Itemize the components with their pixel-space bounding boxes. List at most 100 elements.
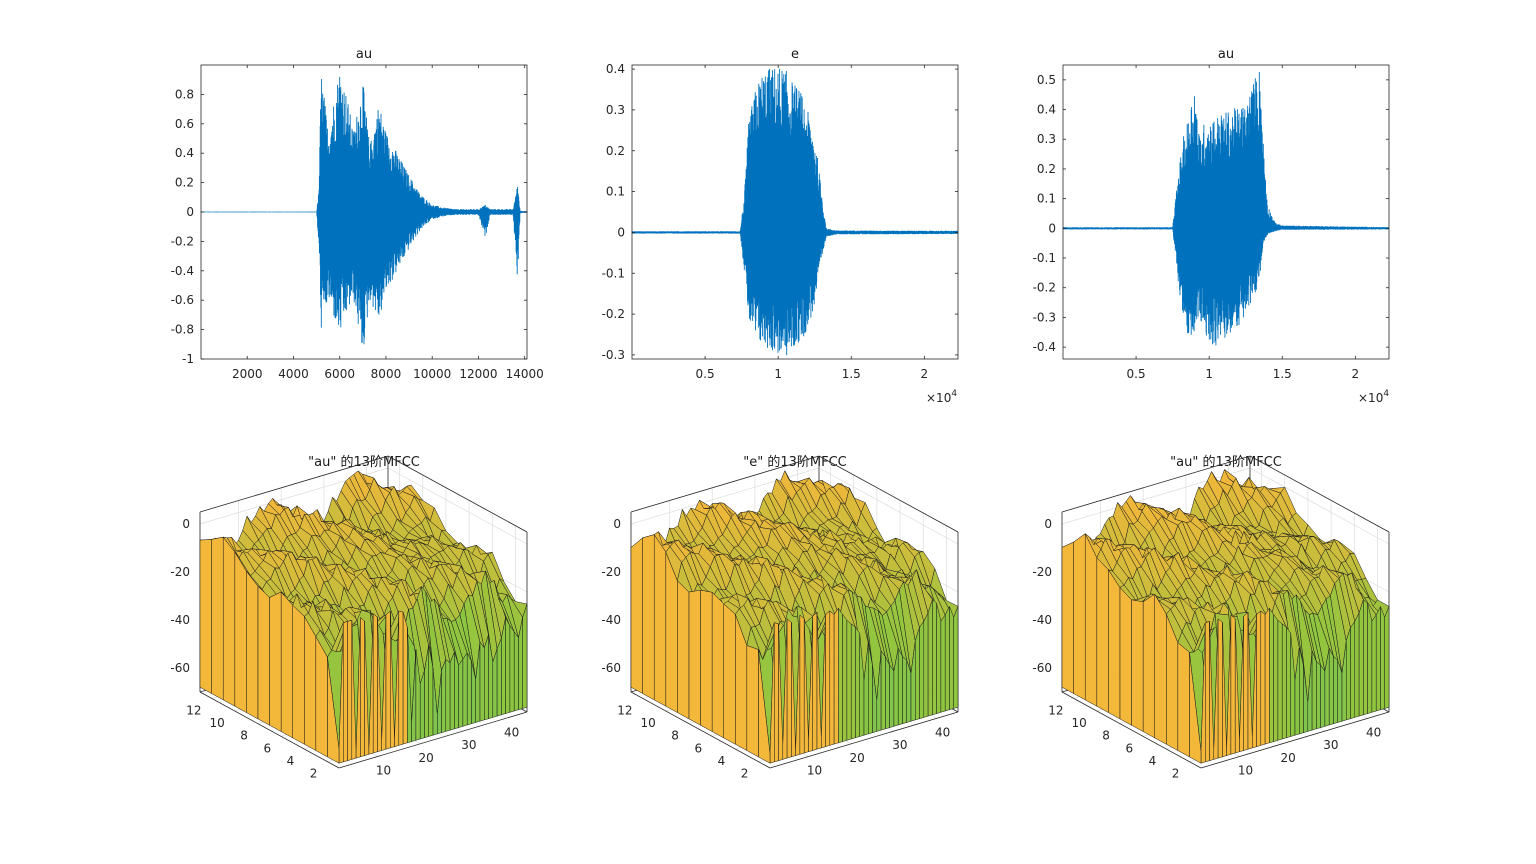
surface-curtain (880, 650, 886, 731)
surface-curtain (343, 621, 348, 763)
chart-title: "au" 的13阶MFCC (308, 454, 420, 470)
surface-curtain (315, 635, 328, 758)
y-tick-label: -0.8 (171, 323, 194, 337)
surface-curtain (1256, 610, 1262, 748)
x-tick-label: 0.5 (696, 367, 715, 381)
surface-curtain (1371, 614, 1377, 713)
surface-curtain (1273, 613, 1279, 742)
chart-title: "e" 的13阶MFCC (743, 454, 846, 470)
surface-curtain (1061, 541, 1074, 694)
z-tick-label: -20 (170, 565, 190, 579)
surface-curtain (234, 551, 247, 713)
z-tick-label: -20 (601, 565, 621, 579)
x-tick-label: 40 (1366, 725, 1381, 739)
surface-curtain (1073, 533, 1086, 701)
surface-curtain (484, 634, 489, 721)
y-tick-label: 0.4 (606, 62, 625, 76)
y-tick-label: 8 (240, 729, 248, 743)
mfcc-surface (630, 470, 959, 764)
surface-curtain (885, 656, 890, 730)
surface-curtain (799, 614, 805, 755)
mfcc-au-surface-panel: "au" 的13阶MFCC -60 -40 -20 0 2 4 6 8 10 12 10 20 30 40 (170, 454, 528, 781)
x-tick-label: 30 (892, 738, 907, 752)
y-tick-label: 2 (741, 767, 749, 781)
surface-curtain (944, 606, 950, 712)
axis-edge (1249, 455, 1390, 533)
surface-curtain (711, 591, 724, 739)
x-tick-label: 4000 (278, 367, 309, 381)
mfcc-e-surface-panel: "e" 的13阶MFCC -60 -40 -20 0 2 4 6 8 10 12 10 20 30 40 (601, 454, 959, 781)
x-tick-label: 8000 (371, 367, 402, 381)
wall-grid-line (1249, 467, 1390, 545)
surface-curtain (630, 537, 643, 694)
y-tick-label: 8 (1102, 729, 1110, 743)
surface-curtain (402, 612, 408, 745)
y-tick-label: 0.2 (606, 144, 625, 158)
axis-edge (769, 711, 959, 769)
x-tick-label: 20 (1281, 751, 1296, 765)
surface-curtain (723, 603, 736, 745)
waveform-au2-panel: au ×104 0.5 1 1.5 2 -0.4 -0.3 -0.2 -0.1 0 0.1 0.2 0… (1033, 47, 1390, 405)
surface-curtain (1096, 557, 1109, 713)
y-tick-label: 4 (718, 754, 726, 768)
surface-curtain (838, 607, 843, 744)
y-tick-label: -0.2 (602, 307, 625, 321)
z-tick-label: -40 (601, 613, 621, 627)
axes-box (1062, 64, 1390, 360)
surface-curtain (1131, 599, 1144, 732)
surface-curtain (1375, 606, 1381, 712)
surface-curtain (1243, 611, 1249, 751)
x-tick-label: 14000 (506, 367, 544, 381)
y-tick-label: -0.3 (602, 348, 625, 362)
y-tick-label: -0.4 (1033, 340, 1056, 354)
chart-title: "au" 的13阶MFCC (1170, 454, 1282, 470)
surface-curtain (304, 615, 317, 751)
x-tick-label: 30 (461, 738, 476, 752)
axis-edge (1061, 691, 1202, 769)
wall-grid-line (387, 467, 528, 545)
y-tick-label: -0.1 (602, 266, 625, 280)
y-tick-label: 6 (263, 741, 271, 755)
surface-curtain (774, 622, 779, 763)
surface-curtain (222, 536, 236, 707)
y-tick-label: 0.4 (175, 146, 194, 160)
y-tick-label: 4 (1149, 754, 1157, 768)
surface-curtain (1205, 621, 1210, 763)
surface-curtain (269, 591, 282, 732)
surface-curtain (462, 652, 468, 727)
z-tick-label: -40 (170, 613, 190, 627)
y-tick-label: 4 (287, 754, 295, 768)
surface-curtain (509, 625, 515, 713)
x-tick-label: 10 (376, 764, 391, 778)
surface-curtain (842, 613, 848, 742)
surface-curtain (833, 607, 839, 745)
y-tick-label: 2 (1172, 767, 1180, 781)
surface-curtain (949, 606, 954, 711)
y-tick-label: -0.1 (1033, 251, 1056, 265)
surface-curtain (458, 658, 464, 728)
x-tick-label: 10 (1238, 764, 1253, 778)
surface-curtain (1346, 627, 1351, 721)
surface-curtain (642, 534, 655, 701)
surface-curtain (855, 626, 860, 739)
mfcc-au2-surface-panel: "au" 的13阶MFCC -60 -40 -20 0 2 4 6 8 10 12 10 20 30 40 (1032, 454, 1390, 781)
surface-curtain (1328, 648, 1334, 726)
wall-grid-line (818, 467, 959, 545)
x-tick-label: 2000 (232, 367, 263, 381)
surface-curtain (846, 619, 852, 741)
chart-title: e (791, 47, 799, 62)
surface-curtain (653, 533, 667, 707)
waveform-au-panel: au 2000 4000 6000 8000 10000 12000 14000 -1 -0.8… (171, 47, 544, 381)
surface-curtain (360, 617, 365, 758)
y-tick-label: 0.1 (606, 185, 625, 199)
z-tick-label: 0 (182, 517, 190, 531)
axes-box (631, 64, 959, 360)
surface-curtain (1384, 606, 1390, 709)
x-exponent-label: ×104 (1358, 389, 1389, 405)
y-tick-label: 0.3 (606, 103, 625, 117)
surface-curtain (1119, 586, 1132, 726)
x-tick-label: 20 (419, 751, 434, 765)
y-tick-label: 10 (640, 716, 655, 730)
axis-edge (818, 455, 959, 533)
